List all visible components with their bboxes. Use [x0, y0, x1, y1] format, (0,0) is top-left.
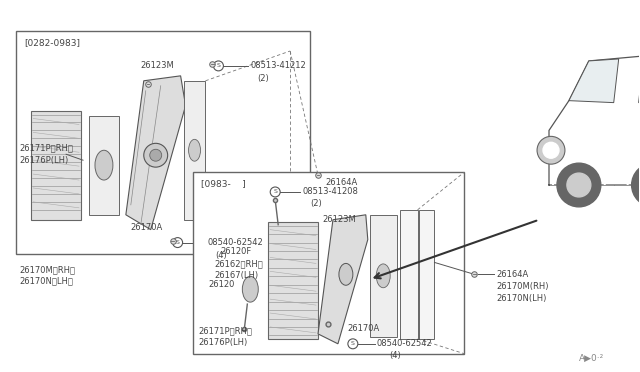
Text: (4): (4) [216, 251, 227, 260]
Text: 26164A: 26164A [496, 270, 529, 279]
Text: 26170N〈LH〉: 26170N〈LH〉 [19, 277, 73, 286]
Text: 08513-41208: 08513-41208 [302, 187, 358, 196]
Text: (4): (4) [390, 351, 401, 360]
Text: 08540-62542: 08540-62542 [377, 339, 433, 348]
Text: [0282-0983]: [0282-0983] [24, 39, 80, 48]
Text: S: S [176, 240, 180, 245]
Text: S: S [351, 341, 355, 346]
Circle shape [150, 149, 162, 161]
Text: 26162〈RH〉: 26162〈RH〉 [214, 259, 263, 268]
Circle shape [567, 173, 591, 197]
Polygon shape [639, 58, 640, 103]
Text: 26170M(RH): 26170M(RH) [496, 282, 548, 291]
Ellipse shape [95, 150, 113, 180]
Bar [17, 31, 310, 254]
Circle shape [144, 143, 168, 167]
Text: (2): (2) [310, 199, 322, 208]
Text: 26120F: 26120F [220, 247, 252, 256]
Text: 26123M: 26123M [141, 61, 175, 70]
Bar [89, 116, 119, 215]
Ellipse shape [243, 276, 259, 302]
Bar [184, 81, 205, 220]
Text: S: S [273, 189, 277, 195]
Circle shape [537, 137, 565, 164]
Text: 08540-62542: 08540-62542 [207, 238, 263, 247]
Text: S: S [216, 63, 220, 68]
Bar [370, 215, 397, 337]
Text: 26170M〈RH〉: 26170M〈RH〉 [19, 265, 76, 274]
Text: [0983-    ]: [0983- ] [200, 180, 245, 189]
Text: 26167(LH): 26167(LH) [214, 271, 259, 280]
Ellipse shape [339, 263, 353, 285]
Text: 26164A: 26164A [325, 177, 357, 186]
Text: 26123M: 26123M [322, 215, 356, 224]
Ellipse shape [376, 264, 390, 288]
Bar [419, 210, 433, 339]
Text: 26170A: 26170A [131, 223, 163, 232]
Polygon shape [569, 59, 619, 103]
Circle shape [557, 163, 601, 207]
Text: 26171P〈RH〉: 26171P〈RH〉 [198, 326, 252, 336]
Ellipse shape [189, 140, 200, 161]
Bar [268, 222, 318, 339]
Text: 26176P(LH): 26176P(LH) [19, 156, 68, 165]
Text: 26170A: 26170A [348, 324, 380, 333]
Circle shape [632, 163, 640, 207]
Text: A▶0·²: A▶0·² [579, 354, 604, 363]
Polygon shape [549, 56, 640, 185]
Text: 26170N(LH): 26170N(LH) [496, 294, 547, 303]
Bar [399, 210, 417, 339]
Text: 26120: 26120 [209, 280, 235, 289]
Polygon shape [126, 76, 186, 230]
Text: 26171P〈RH〉: 26171P〈RH〉 [19, 144, 73, 153]
Polygon shape [318, 215, 368, 344]
Bar [193, 172, 465, 354]
Text: 26176P(LH): 26176P(LH) [198, 338, 248, 347]
Text: (2): (2) [257, 74, 269, 83]
Text: 08513-41212: 08513-41212 [250, 61, 306, 70]
Bar [31, 110, 81, 220]
Circle shape [543, 142, 559, 158]
